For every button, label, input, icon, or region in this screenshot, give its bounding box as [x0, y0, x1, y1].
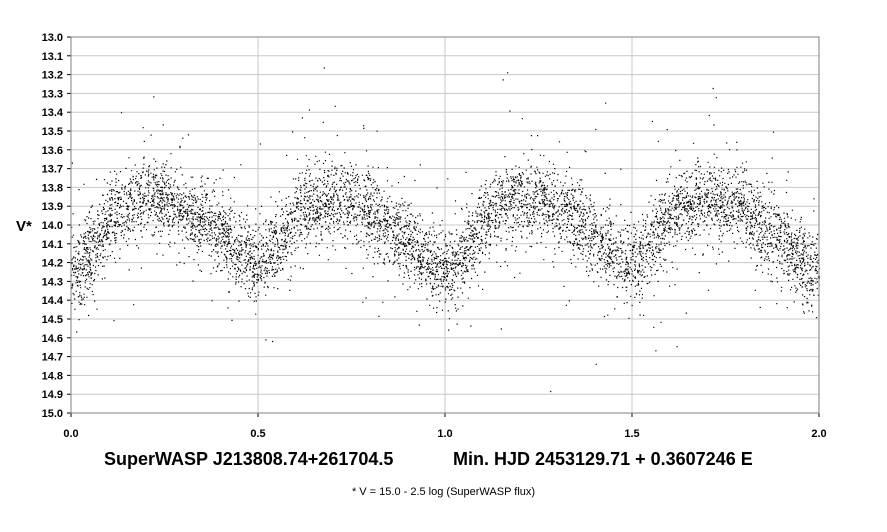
chart-caption: SuperWASP J213808.74+261704.5 Min. HJD 2… [0, 449, 887, 475]
y-tick-label: 14.6 [42, 333, 63, 345]
y-tick-label: 13.1 [42, 51, 63, 63]
y-tick-label: 14.2 [42, 258, 63, 270]
plot-border [70, 36, 820, 414]
y-tick-label: 14.5 [42, 314, 63, 326]
x-tick-label: 0.0 [63, 428, 78, 440]
y-tick-label: 15.0 [42, 408, 63, 420]
y-tick-label: 14.4 [42, 295, 64, 307]
x-tick-label: 2.0 [811, 428, 826, 440]
ephemeris: Min. HJD 2453129.71 + 0.3607246 E [453, 449, 753, 469]
chart-title: SuperWASP J213808.74+261704.5 [104, 449, 394, 469]
y-axis-label: V* [16, 218, 32, 235]
x-tick-label: 0.5 [250, 428, 265, 440]
y-tick-label: 13.4 [42, 107, 64, 119]
y-tick-label: 13.6 [42, 145, 63, 157]
x-tick-label: 1.5 [624, 428, 639, 440]
light-curve-chart: V* 13.0 13.1 13.2 13.3 13.4 13.5 13.6 13.7 13.8 1… [16, 32, 827, 440]
x-tick-label: 1.0 [437, 428, 452, 440]
data-points [71, 67, 820, 393]
y-tick-label: 14.7 [42, 352, 63, 364]
y-tick-label: 13.5 [42, 126, 63, 138]
y-tick-label: 13.9 [42, 201, 63, 213]
y-tick-label: 14.1 [42, 239, 63, 251]
y-tick-label: 13.2 [42, 70, 63, 82]
y-tick-label: 14.3 [42, 276, 63, 288]
y-tick-label: 13.8 [42, 182, 63, 194]
y-tick-label: 14.8 [42, 370, 63, 382]
footnote: * V = 15.0 - 2.5 log (SuperWASP flux) [351, 486, 536, 498]
y-tick-label: 13.0 [42, 32, 63, 44]
y-tick-label: 14.9 [42, 389, 63, 401]
y-tick-label: 13.3 [42, 88, 63, 100]
y-tick-label: 14.0 [42, 220, 63, 232]
y-tick-label: 13.7 [42, 164, 63, 176]
